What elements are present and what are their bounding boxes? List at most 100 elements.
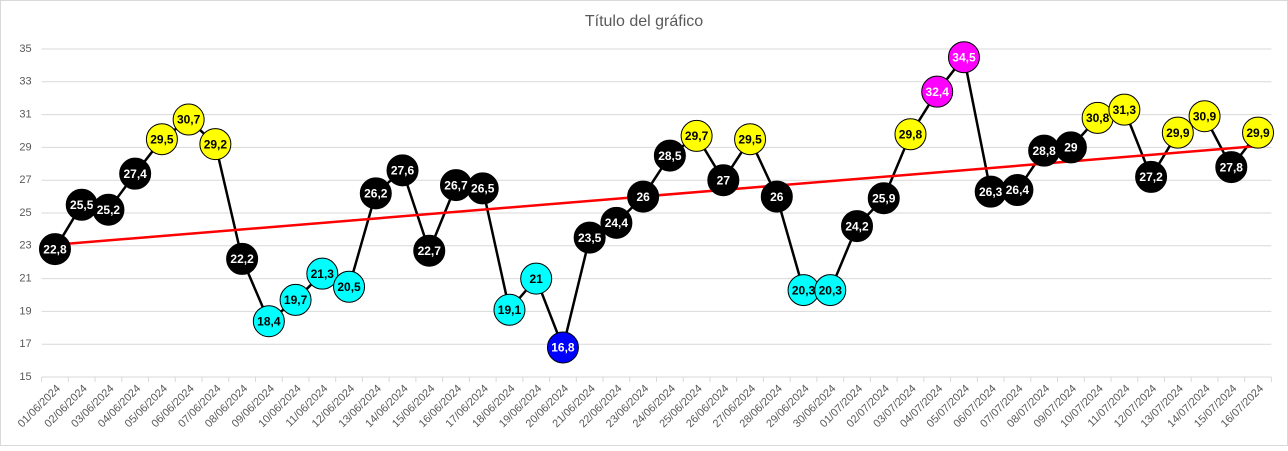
marker — [119, 157, 152, 190]
data-label: 34,5 — [952, 50, 976, 64]
data-label: 27,4 — [123, 167, 147, 181]
data-label: 23,5 — [578, 231, 602, 245]
marker — [306, 257, 339, 290]
marker — [653, 139, 686, 172]
data-label: 26,2 — [364, 186, 388, 200]
y-tick-label: 17 — [19, 338, 31, 350]
data-label: 20,3 — [819, 283, 843, 297]
marker — [760, 180, 793, 213]
marker — [600, 206, 633, 239]
data-label: 19,1 — [498, 303, 522, 317]
marker — [894, 118, 927, 151]
y-tick-label: 33 — [19, 76, 31, 88]
data-label: 28,8 — [1032, 144, 1056, 158]
marker — [359, 177, 392, 210]
data-label: 29,9 — [1246, 126, 1270, 140]
y-tick-label: 27 — [19, 174, 31, 186]
data-label: 27 — [717, 173, 731, 187]
marker — [1215, 151, 1248, 184]
data-label: 32,4 — [926, 85, 950, 99]
data-label: 20,3 — [792, 283, 816, 297]
marker — [734, 123, 767, 156]
marker — [520, 262, 553, 295]
data-label: 26,7 — [444, 178, 468, 192]
y-tick-label: 31 — [19, 109, 31, 121]
data-label: 21 — [530, 272, 544, 286]
marker — [38, 233, 71, 266]
data-label: 22,7 — [418, 244, 442, 258]
data-label: 31,3 — [1113, 103, 1137, 117]
data-label: 29,8 — [899, 127, 923, 141]
marker — [1242, 116, 1275, 149]
marker — [546, 331, 579, 364]
data-label: 19,7 — [284, 293, 308, 307]
marker — [627, 180, 660, 213]
data-label: 26,3 — [979, 185, 1003, 199]
data-label: 30,7 — [177, 113, 201, 127]
data-label: 30,8 — [1086, 111, 1110, 125]
marker — [1054, 131, 1087, 164]
data-label: 26,4 — [1006, 183, 1030, 197]
marker — [252, 305, 285, 338]
marker — [333, 270, 366, 303]
marker — [386, 154, 419, 187]
data-label: 27,2 — [1139, 170, 1163, 184]
data-label: 22,8 — [43, 242, 67, 256]
marker — [466, 172, 499, 205]
data-label: 18,4 — [257, 314, 281, 328]
data-label: 29,5 — [150, 132, 174, 146]
y-tick-label: 29 — [19, 141, 31, 153]
y-tick-label: 21 — [19, 273, 31, 285]
marker — [947, 41, 980, 74]
marker — [145, 123, 178, 156]
marker — [92, 193, 125, 226]
data-label: 26 — [770, 190, 784, 204]
data-label: 29,7 — [685, 129, 709, 143]
data-label: 16,8 — [551, 341, 575, 355]
y-tick-label: 15 — [19, 371, 31, 383]
data-label: 20,5 — [337, 280, 361, 294]
y-tick-label: 35 — [19, 43, 31, 55]
marker — [279, 283, 312, 316]
marker — [573, 221, 606, 254]
data-label: 26 — [636, 190, 650, 204]
y-tick-label: 25 — [19, 207, 31, 219]
marker — [1135, 160, 1168, 193]
data-label: 27,8 — [1220, 160, 1244, 174]
data-label: 28,5 — [658, 149, 682, 163]
marker — [841, 210, 874, 243]
marker — [1161, 116, 1194, 149]
data-label: 27,6 — [391, 164, 415, 178]
data-label: 25,2 — [97, 203, 121, 217]
marker — [493, 293, 526, 326]
data-label: 22,2 — [230, 252, 254, 266]
data-label: 24,4 — [605, 216, 629, 230]
data-label: 25,5 — [70, 198, 94, 212]
data-label: 30,9 — [1193, 109, 1217, 123]
data-label: 29 — [1064, 141, 1078, 155]
marker — [814, 274, 847, 307]
marker — [680, 119, 713, 152]
marker — [172, 103, 205, 136]
data-label: 21,3 — [311, 267, 335, 281]
marker — [413, 234, 446, 267]
marker — [921, 75, 954, 108]
data-label: 29,5 — [738, 132, 762, 146]
marker — [1188, 100, 1221, 133]
data-label: 26,5 — [471, 182, 495, 196]
marker — [226, 242, 259, 275]
data-label: 29,9 — [1166, 126, 1190, 140]
data-label: 24,2 — [845, 219, 869, 233]
data-label: 25,9 — [872, 191, 896, 205]
marker — [1108, 93, 1141, 126]
chart-title: Título del gráfico — [585, 13, 703, 30]
marker — [707, 164, 740, 197]
y-tick-label: 19 — [19, 305, 31, 317]
data-label: 29,2 — [204, 137, 228, 151]
marker — [867, 182, 900, 215]
y-tick-label: 23 — [19, 240, 31, 252]
marker — [199, 128, 232, 161]
